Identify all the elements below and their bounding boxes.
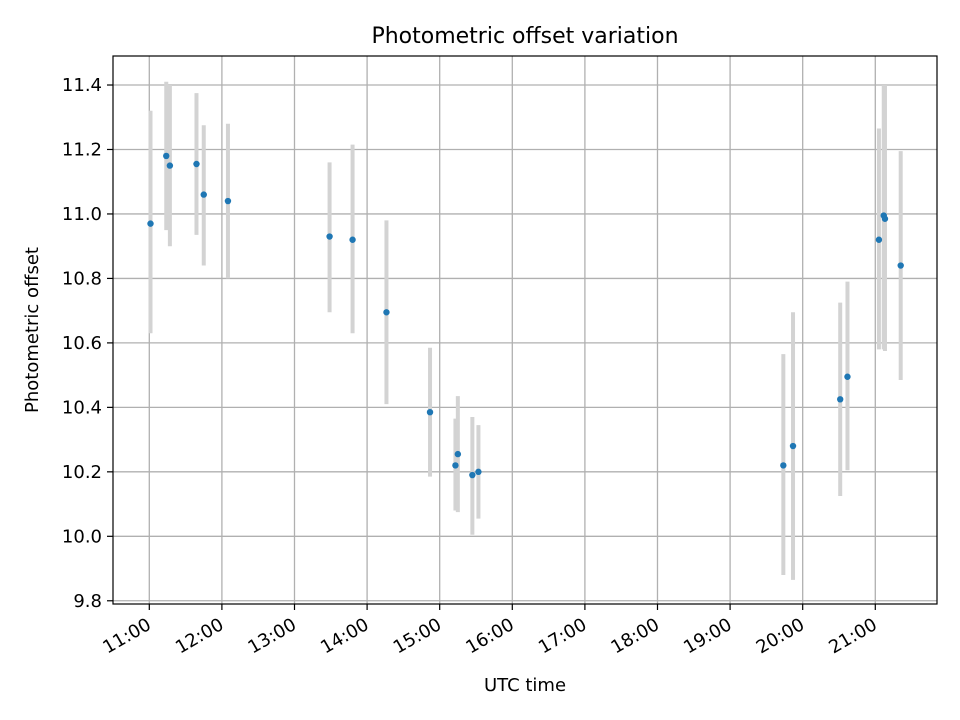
- data-point: [897, 262, 904, 269]
- data-point: [426, 409, 434, 416]
- data-point: [780, 462, 787, 469]
- data-point: [475, 468, 482, 476]
- chart-title: Photometric offset variation: [371, 24, 678, 49]
- y-tick-label: 11.4: [62, 75, 102, 96]
- y-tick-label: 10.6: [62, 333, 102, 354]
- plot-frame: [112, 55, 938, 605]
- data-point: [200, 191, 207, 198]
- y-tick-label: 11.2: [62, 139, 102, 160]
- y-tick-label: 10.4: [62, 397, 102, 418]
- x-axis-label: UTC time: [484, 675, 566, 696]
- data-point: [469, 471, 476, 479]
- data-point: [875, 236, 883, 243]
- data-point: [193, 160, 200, 168]
- y-tick-label: 10.8: [62, 268, 102, 289]
- data-point: [166, 162, 174, 169]
- data-points: [147, 152, 904, 479]
- data-point: [224, 197, 232, 205]
- data-point: [881, 215, 889, 222]
- data-point: [837, 396, 844, 403]
- y-tick-label: 10.2: [62, 462, 102, 483]
- data-point: [844, 373, 851, 380]
- y-tick-label: 10.0: [62, 526, 102, 547]
- data-point: [452, 462, 459, 469]
- data-point: [326, 233, 333, 240]
- data-point: [789, 442, 797, 450]
- data-point: [147, 220, 154, 227]
- y-tick-label: 9.8: [73, 591, 102, 612]
- y-axis-label: Photometric offset: [22, 247, 43, 413]
- data-point: [454, 450, 462, 458]
- y-tick-label: 11.0: [62, 204, 102, 225]
- y-axis-ticks: 9.8 10.0 10.2 10.4 10.6 10.8 11.0 11.2 11.4: [62, 75, 113, 612]
- data-point: [349, 236, 356, 243]
- data-point: [383, 309, 390, 316]
- grid: [113, 56, 937, 604]
- data-point: [163, 152, 170, 160]
